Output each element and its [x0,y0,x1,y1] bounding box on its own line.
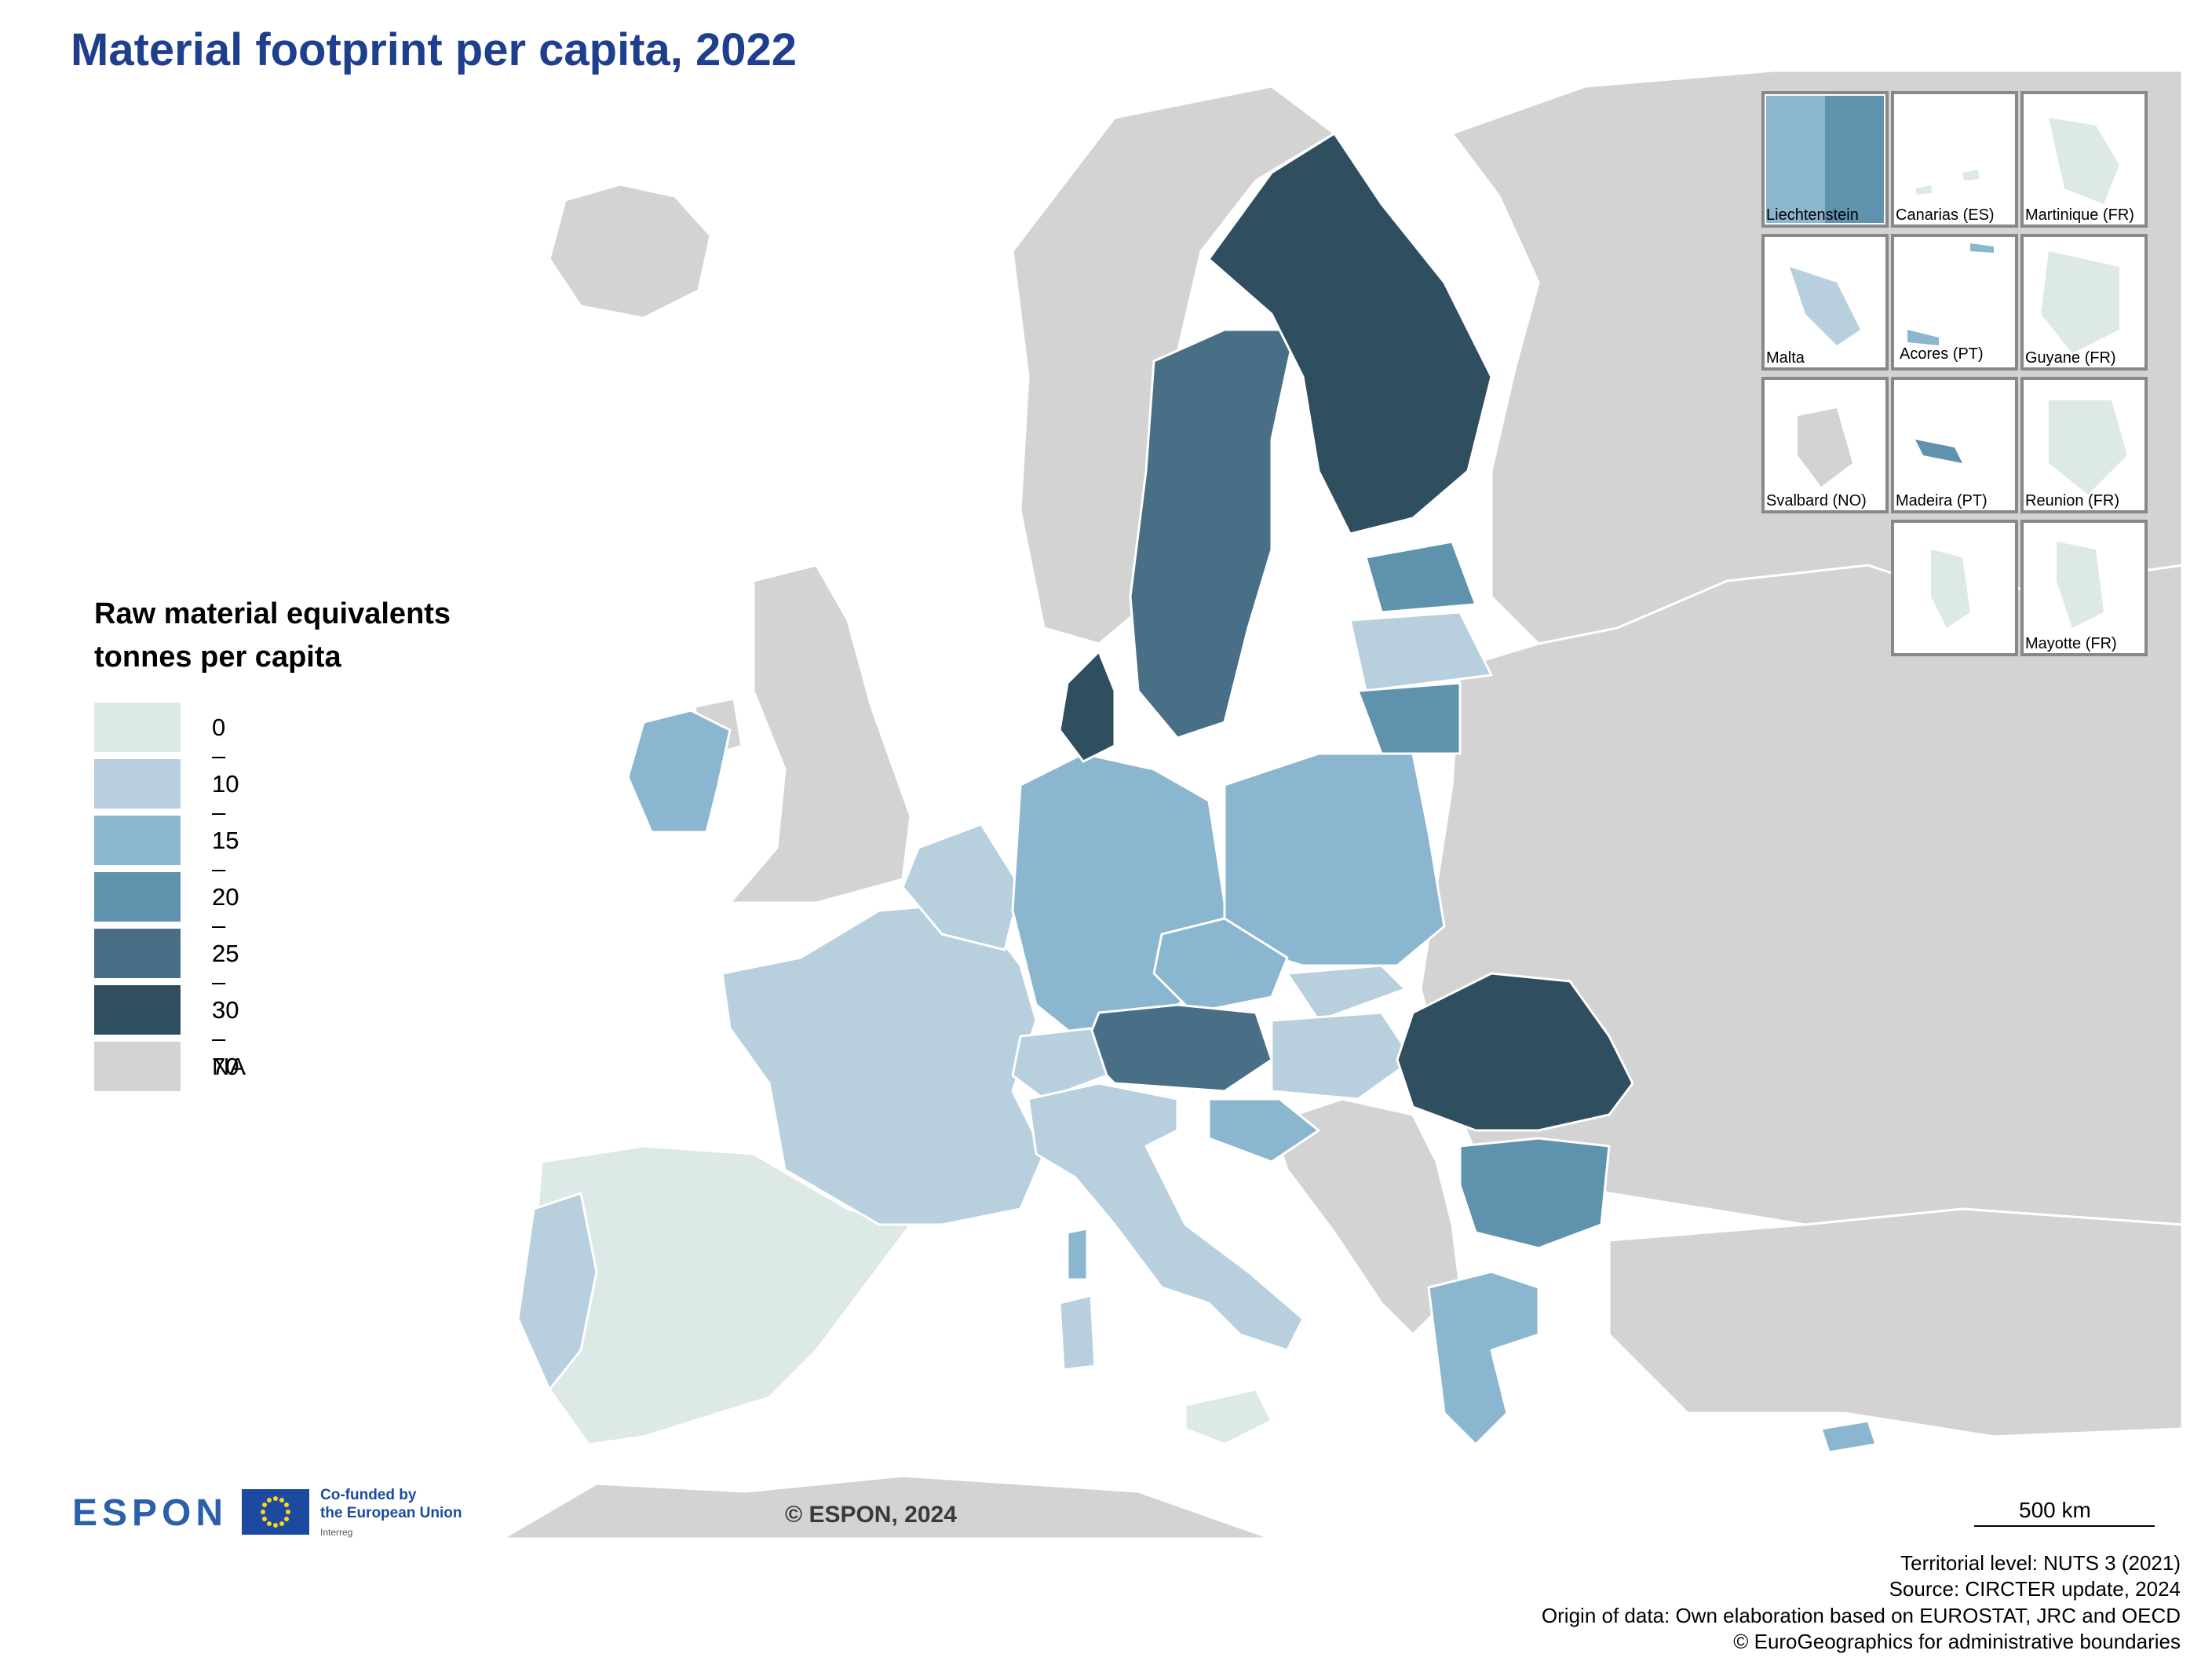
legend-swatch [94,929,181,978]
inset-acores-islands [1907,243,1994,345]
region-north-africa [498,1474,1272,1540]
inset-martinique-island [2049,118,2119,204]
copyright: © ESPON, 2024 [785,1502,957,1528]
legend-label: 15 – 20 [212,827,239,911]
region-czechia [1152,917,1289,1014]
legend-title: Raw material equivalents tonnes per capi… [94,593,451,679]
legend-label: NA [212,1053,246,1080]
region-latvia [1349,611,1493,692]
legend-swatch [94,703,181,752]
region-bulgaria [1458,1137,1611,1250]
inset-madeira [1891,377,2018,513]
region-slovenia-croatia [1207,1097,1320,1163]
inset-label-martinique: Martinique (FR) [2025,206,2134,224]
inset-guyane-land [2041,251,2119,353]
inset-liechtenstein-fill-left [1766,96,1825,223]
map-title: Material footprint per capita, 2022 [71,24,798,75]
legend-swatch [94,985,181,1035]
region-iceland [548,183,712,319]
interreg-label: Interreg [320,1527,353,1538]
region-ireland [626,709,732,834]
cofunded-text: Co-funded by the European Union [320,1487,462,1523]
region-finland [1207,132,1493,535]
legend-title-line2: tonnes per capita [94,641,341,674]
legend-label: 25 – 30 [212,940,239,1024]
region-switzerland [1011,1027,1108,1101]
region-romania [1396,972,1634,1132]
inset-madeira-island [1915,440,1962,463]
cofunded-line1: Co-funded by [320,1487,417,1503]
eu-regions [516,132,1878,1454]
legend-swatch [94,816,181,865]
region-benelux [901,823,1022,951]
inset-label-svalbard: Svalbard (NO) [1766,492,1867,509]
inset-shapes [1766,96,2127,628]
inset-label-reunion: Reunion (FR) [2025,492,2120,509]
region-denmark [1058,650,1116,763]
legend-swatch [94,759,181,809]
region-slovakia [1286,964,1407,1022]
region-hungary [1270,1011,1414,1101]
region-sweden [1129,328,1297,739]
eu-stars-icon [261,1496,290,1528]
inset-acores [1891,234,2018,371]
inset-mayotte-island [2057,542,2104,628]
inset-canarias [1891,91,2018,228]
inset-malta-island [1790,267,1860,345]
map-footer: Territorial level: NUTS 3 (2021) Source:… [1542,1550,2181,1655]
espon-logo: ESPON [72,1492,228,1534]
legend-label: 0 – 10 [212,714,239,798]
inset-mayotte-extra [1891,520,2018,656]
legend-label: 30 – 70 [212,996,239,1080]
region-italy [1027,1082,1305,1352]
region-turkey [1608,1207,2184,1438]
scale-label: 500 km [2019,1498,2091,1522]
inset-label-acores: Acores (PT) [1900,345,1984,363]
legend-label: 10 – 15 [212,770,239,854]
inset-label-canarias: Canarias (ES) [1896,206,1995,224]
region-greece [1427,1270,1540,1446]
inset-label-mayotte: Mayotte (FR) [2025,635,2117,652]
inset-canarias-islands [1915,170,1980,195]
legend-title-line1: Raw material equivalents [94,597,451,630]
eu-flag-icon [242,1489,309,1535]
region-estonia [1364,540,1477,614]
legend-swatch [94,872,181,922]
region-great-britain [727,564,912,904]
footer-source: Source: CIRCTER update, 2024 [1889,1577,2181,1601]
region-corsica [1066,1227,1089,1281]
region-portugal [516,1192,598,1391]
region-poland [1223,752,1446,967]
inset-label-madeira: Madeira (PT) [1896,492,1988,509]
region-austria [1082,1003,1273,1093]
inset-svalbard-land [1798,408,1852,487]
region-sicily [1184,1388,1273,1446]
inset-label-liechtenstein: Liechtenstein [1766,206,1859,224]
footer-level: Territorial level: NUTS 3 (2021) [1900,1551,2181,1575]
region-cyprus [1820,1419,1878,1454]
scale-bar [1974,1525,2155,1527]
footer-boundaries: © EuroGeographics for administrative bou… [1733,1629,2181,1653]
inset-label-guyane: Guyane (FR) [2025,349,2116,367]
inset-liechtenstein-fill-right [1825,96,1884,223]
inset-reunion-island [2049,400,2127,495]
cofunded-line2: the European Union [320,1504,462,1521]
inset-mayotte-extra-land [1931,550,1970,628]
legend-swatch [94,1042,181,1091]
region-lithuania [1356,681,1462,755]
inset-label-malta: Malta [1766,349,1805,367]
legend-label: 20 – 25 [212,883,239,967]
footer-origin: Origin of data: Own elaboration based on… [1541,1603,2181,1627]
region-sardinia [1058,1294,1097,1371]
